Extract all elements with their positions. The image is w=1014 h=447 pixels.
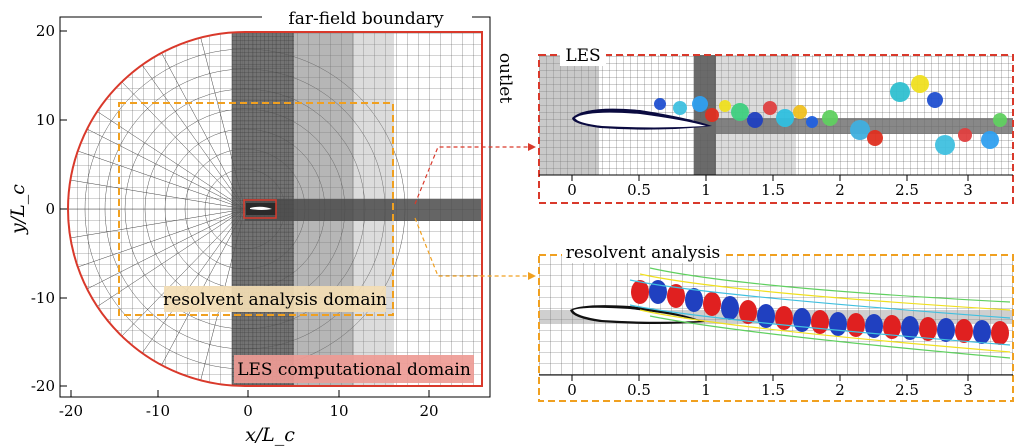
y-tick: 10 (36, 111, 55, 129)
resolvent-panel-label-bg (562, 241, 724, 263)
les-x-tick: 0 (567, 181, 577, 199)
res-x-tick: 0.5 (627, 381, 651, 399)
y-tick: 0 (45, 200, 55, 218)
y-tick: 20 (36, 22, 55, 40)
x-tick: -10 (146, 402, 170, 420)
les-panel-frame (538, 54, 1014, 204)
les-domain-label-bg (234, 355, 474, 383)
resolvent-connector-arrow (414, 217, 528, 277)
y-tick: -10 (31, 289, 55, 307)
x-tick: 10 (329, 402, 348, 420)
les-x-tick: 1 (701, 181, 711, 199)
far-field-label: far-field boundary (288, 9, 444, 29)
res-x-tick: 0 (567, 381, 577, 399)
les-x-tick: 1.5 (761, 181, 785, 199)
resolvent-panel-label: resolvent analysis (566, 243, 721, 263)
les-domain-boundary (67, 31, 483, 387)
les-x-tick: 0.5 (627, 181, 651, 199)
resolvent-domain-label-bg (164, 286, 386, 312)
res-x-tick: 1 (701, 381, 711, 399)
y-axis-label: y/L_c (7, 184, 29, 235)
resolvent-panel-frame (538, 254, 1014, 402)
outlet-label: outlet (495, 53, 515, 104)
y-tick: -20 (31, 377, 55, 395)
resolvent-domain-label: resolvent analysis domain (163, 290, 387, 310)
res-x-tick: 3 (963, 381, 973, 399)
res-x-tick: 2 (835, 381, 845, 399)
les-domain-label: LES computational domain (237, 360, 471, 380)
main-mesh (68, 32, 482, 386)
res-x-tick: 2.5 (895, 381, 919, 399)
res-x-tick: 1.5 (761, 381, 785, 399)
resolvent-domain-box (118, 102, 394, 316)
les-connector-arrow (414, 146, 528, 205)
resolvent-panel (539, 255, 1013, 375)
x-tick: 0 (243, 402, 253, 420)
les-inset-marker (243, 199, 277, 219)
les-x-tick: 2 (835, 181, 845, 199)
les-x-tick: 2.5 (895, 181, 919, 199)
les-panel (539, 55, 1013, 175)
les-panel-label: LES (565, 46, 600, 66)
les-panel-label-bg (560, 44, 606, 66)
far-field-label-bg (262, 4, 472, 30)
x-tick: 20 (419, 402, 438, 420)
les-x-tick: 3 (963, 181, 973, 199)
x-axis-label: x/L_c (245, 424, 295, 446)
x-tick: -20 (59, 402, 83, 420)
